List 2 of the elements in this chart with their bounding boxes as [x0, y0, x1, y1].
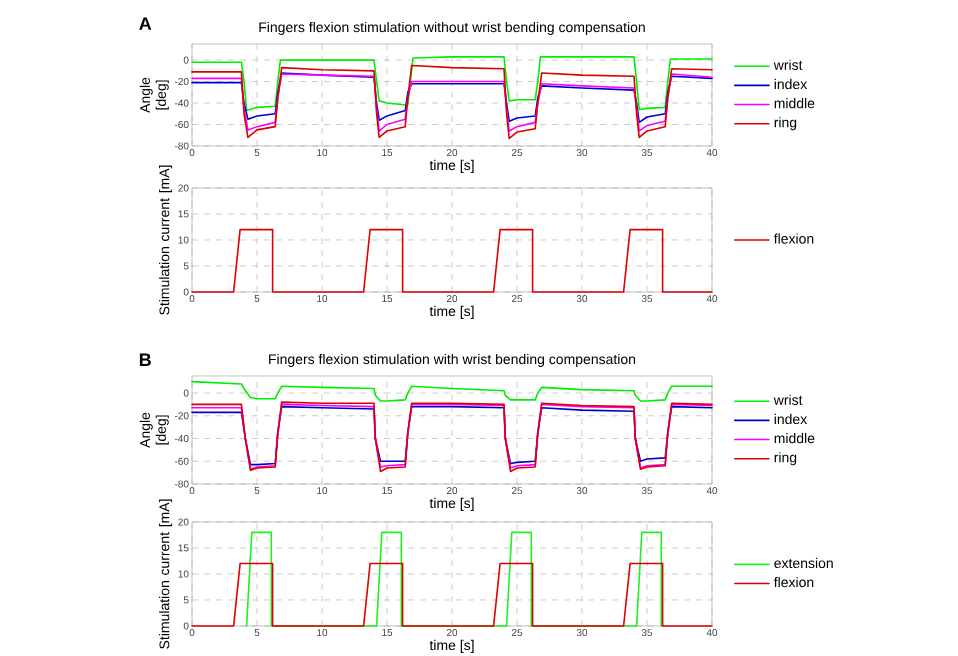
- text: B: [139, 353, 151, 366]
- text: A: [139, 17, 152, 30]
